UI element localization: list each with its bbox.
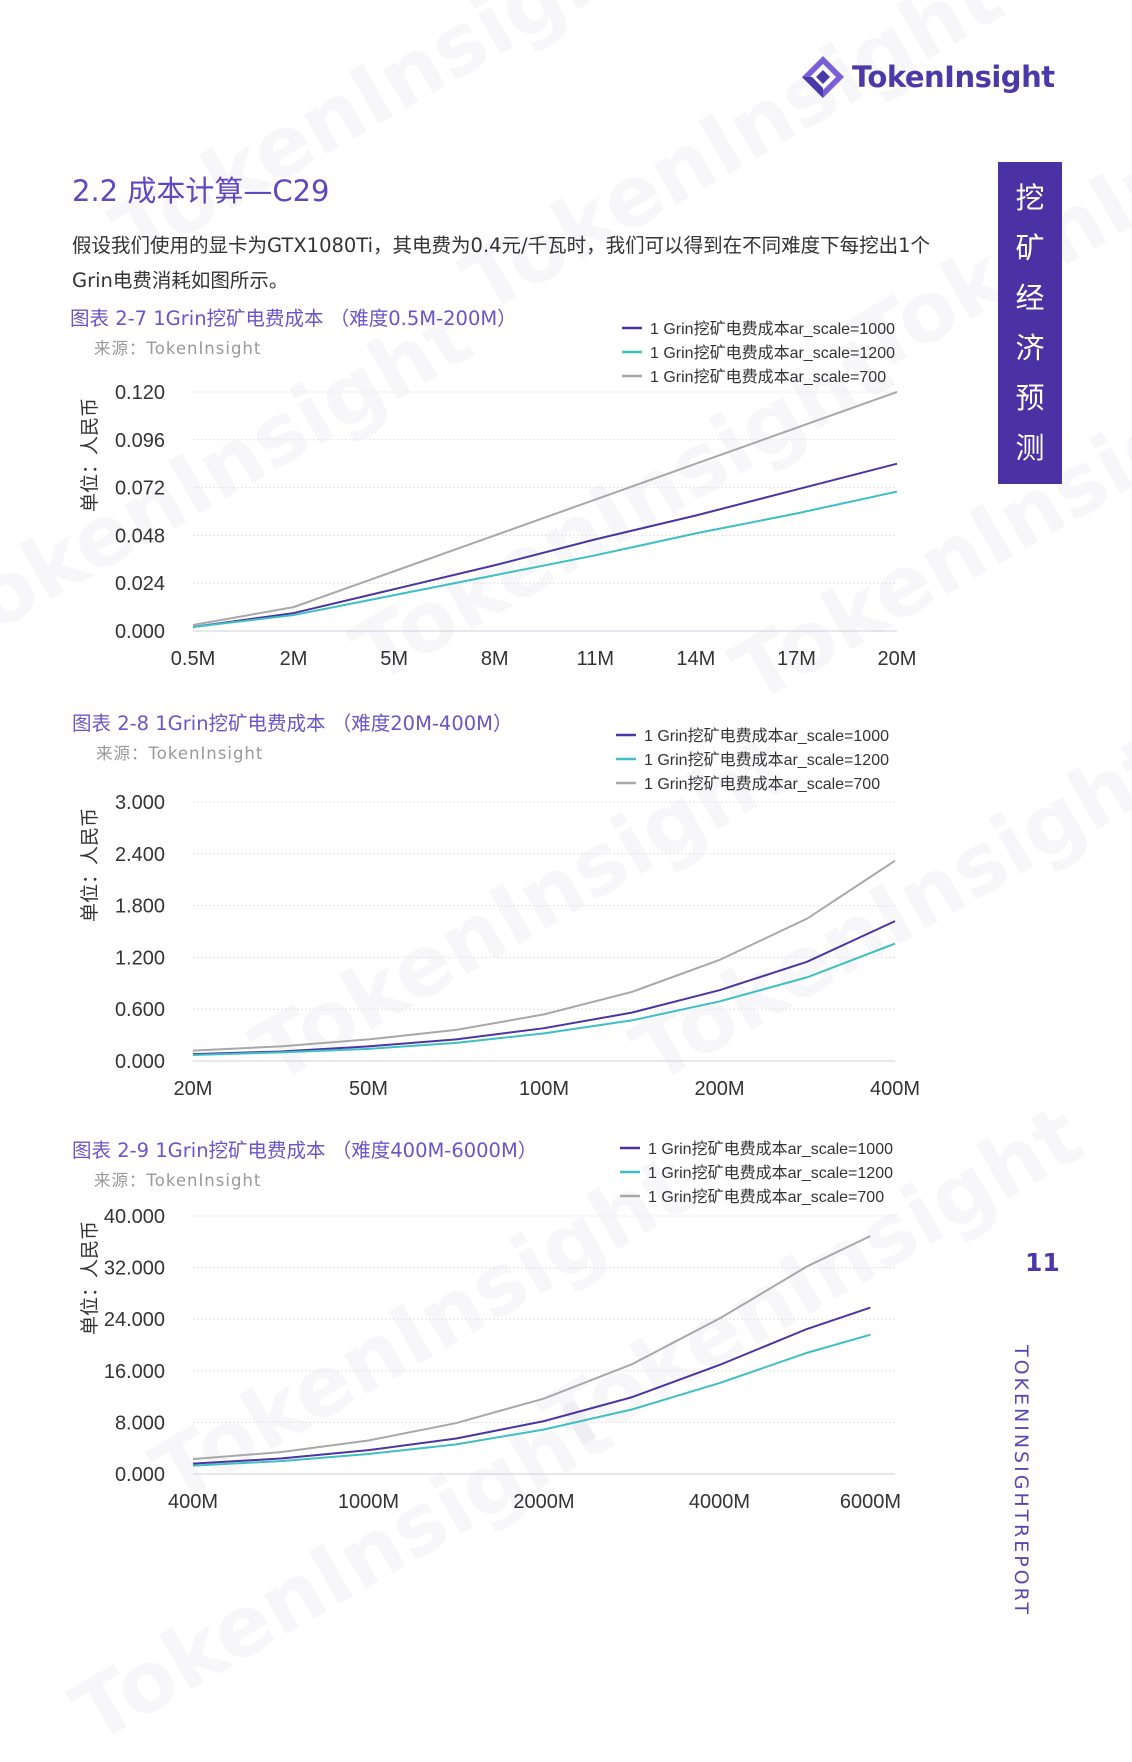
y-tick-label: 1.800 xyxy=(115,896,165,918)
legend-label: 1 Grin挖矿电费成本ar_scale=1000 xyxy=(648,1140,893,1158)
x-tick-label: 50M xyxy=(349,1078,388,1100)
series-line xyxy=(192,462,898,629)
legend-label: 1 Grin挖矿电费成本ar_scale=700 xyxy=(648,1188,884,1206)
line-chart: 0.000 0.024 0.048 0.072 0.096 0.120 0.5M 2M 5M 8M… xyxy=(79,320,917,670)
legend-label: 1 Grin挖矿电费成本ar_scale=1200 xyxy=(648,1164,893,1182)
x-tick-label: 0.5M xyxy=(171,648,215,670)
y-tick-label: 3.000 xyxy=(115,792,165,814)
chart-title: 图表 2-9 1Grin挖矿电费成本 （难度400M-6000M） xyxy=(72,1139,538,1162)
chart-title: 图表 2-7 1Grin挖矿电费成本 （难度0.5M-200M） xyxy=(70,307,517,330)
x-tick-label: 2M xyxy=(280,648,308,670)
y-tick-label: 2.400 xyxy=(115,844,165,866)
series-line xyxy=(192,1333,871,1467)
legend-label: 1 Grin挖矿电费成本ar_scale=700 xyxy=(644,775,880,793)
x-tick-label: 20M xyxy=(174,1078,213,1100)
y-tick-label: 0.096 xyxy=(115,430,165,452)
y-tick-label: 0.048 xyxy=(115,525,165,547)
page-number: 11 xyxy=(1025,1248,1060,1277)
series-line xyxy=(192,1306,871,1465)
series-line xyxy=(192,920,896,1056)
y-tick-label: 40.000 xyxy=(104,1206,165,1228)
y-tick-label: 0.000 xyxy=(115,621,165,643)
side-report-line: REPORT xyxy=(1010,1524,1032,1618)
intro-paragraph: 假设我们使用的显卡为GTX1080Ti，其电费为0.4元/千瓦时，我们可以得到在… xyxy=(72,234,931,292)
side-tab-char: 经 xyxy=(1015,281,1045,315)
side-tab-char: 矿 xyxy=(1015,231,1045,265)
y-tick-label: 32.000 xyxy=(104,1258,165,1280)
x-tick-label: 20M xyxy=(878,648,917,670)
legend-label: 1 Grin挖矿电费成本ar_scale=1200 xyxy=(650,344,895,362)
y-axis-label: 单位：人民币 xyxy=(79,1221,101,1335)
side-tab-char: 测 xyxy=(1015,431,1045,465)
brand-logo: TokenInsight xyxy=(800,52,1055,102)
legend-label: 1 Grin挖矿电费成本ar_scale=700 xyxy=(650,368,886,386)
y-tick-label: 0.024 xyxy=(115,573,165,595)
legend-label: 1 Grin挖矿电费成本ar_scale=1000 xyxy=(644,727,889,745)
legend-label: 1 Grin挖矿电费成本ar_scale=1000 xyxy=(650,320,895,338)
chart-source: 来源：TokenInsight xyxy=(96,744,264,763)
x-tick-label: 4000M xyxy=(689,1491,750,1513)
x-tick-label: 8M xyxy=(481,648,509,670)
y-tick-label: 0.000 xyxy=(115,1051,165,1073)
y-tick-label: 0.600 xyxy=(115,999,165,1021)
side-tab-char: 挖 xyxy=(1015,181,1045,215)
x-tick-label: 6000M xyxy=(840,1491,901,1513)
x-tick-label: 5M xyxy=(380,648,408,670)
section-title: 2.2 成本计算—C29 xyxy=(72,174,330,208)
side-tab-char: 济 xyxy=(1015,331,1045,365)
chart-source: 来源：TokenInsight xyxy=(94,339,262,358)
y-tick-label: 0.120 xyxy=(115,382,165,404)
logo-text: TokenInsight xyxy=(852,60,1055,94)
y-tick-label: 1.200 xyxy=(115,947,165,969)
x-tick-label: 17M xyxy=(777,648,816,670)
y-tick-label: 8.000 xyxy=(115,1412,165,1434)
x-tick-label: 1000M xyxy=(338,1491,399,1513)
series-line xyxy=(192,859,896,1052)
series-line xyxy=(192,942,896,1056)
side-tab-char: 预 xyxy=(1015,381,1045,415)
y-tick-label: 0.072 xyxy=(115,478,165,500)
y-tick-label: 24.000 xyxy=(104,1309,165,1331)
y-tick-label: 0.000 xyxy=(115,1464,165,1486)
line-chart: 0.000 8.000 16.000 24.000 32.000 40.000 400M 10… xyxy=(79,1140,901,1513)
line-chart: 0.000 0.600 1.200 1.800 2.400 3.000 20M 50M 100M… xyxy=(79,727,920,1100)
x-tick-label: 400M xyxy=(870,1078,920,1100)
x-tick-label: 200M xyxy=(694,1078,744,1100)
series-line xyxy=(192,490,898,629)
x-tick-label: 14M xyxy=(676,648,715,670)
side-report-line: TOKENINSIGHT xyxy=(1010,1345,1032,1525)
series-line xyxy=(192,391,898,627)
tokeninsight-logo-icon xyxy=(802,56,844,98)
chapter-side-tab: 挖 矿 经 济 预 测 xyxy=(998,162,1062,484)
y-axis-label: 单位：人民币 xyxy=(79,808,101,922)
side-report-label: TOKENINSIGHT REPORT xyxy=(1010,1345,1032,1617)
chart-source: 来源：TokenInsight xyxy=(94,1171,262,1190)
x-tick-label: 400M xyxy=(168,1491,218,1513)
x-tick-label: 11M xyxy=(577,648,614,670)
chart-title: 图表 2-8 1Grin挖矿电费成本 （难度20M-400M） xyxy=(72,712,513,735)
x-tick-label: 2000M xyxy=(513,1491,574,1513)
y-tick-label: 16.000 xyxy=(104,1361,165,1383)
legend-label: 1 Grin挖矿电费成本ar_scale=1200 xyxy=(644,751,889,769)
series-line xyxy=(192,1235,871,1461)
x-tick-label: 100M xyxy=(519,1078,569,1100)
y-axis-label: 单位：人民币 xyxy=(79,398,101,512)
